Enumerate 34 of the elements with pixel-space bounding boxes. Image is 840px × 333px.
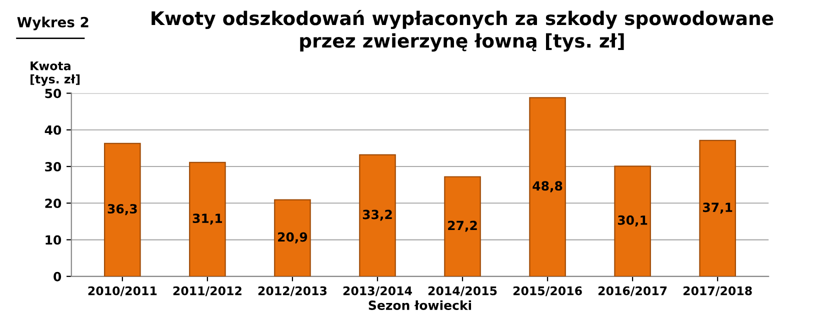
data-label: 31,1	[192, 214, 222, 225]
data-label: 36,3	[108, 204, 137, 216]
x-axis-title: Sezon łowiecki	[368, 300, 472, 310]
chart-title: Kwoty odszkodowań wypłaconych za szkody spowodowane przez zwierzynę łowną [tys. zł]	[152, 10, 774, 52]
x-tick-label: 2014/2015	[428, 286, 497, 296]
text: Wykres 2	[17, 16, 88, 30]
data-label: 20,9	[278, 232, 308, 244]
x-tick-label: 2011/2012	[173, 286, 242, 296]
x-tick-label: 2010/2011	[88, 286, 157, 296]
bar	[699, 140, 736, 276]
data-label: 48,8	[532, 181, 562, 192]
y-tick-label: 0	[54, 272, 62, 282]
bar	[614, 166, 651, 276]
x-tick-label: 2012/2013	[258, 286, 327, 296]
x-tick-label: 2017/2018	[684, 286, 752, 296]
bar	[359, 154, 396, 276]
y-tick-label: 40	[44, 125, 62, 135]
x-tick-label: 2013/2014	[343, 286, 412, 296]
bar	[529, 97, 566, 276]
x-tick-label: 2015/2016	[513, 286, 582, 296]
bar	[104, 142, 141, 276]
data-label: 27,2	[448, 220, 477, 232]
x-tick-label: 2016/2017	[598, 286, 667, 296]
bar	[444, 176, 481, 276]
data-label: 37,1	[703, 202, 732, 214]
bar	[274, 199, 311, 276]
y-tick-label: 50	[45, 88, 62, 98]
data-label: 33,2	[362, 210, 392, 221]
y-tick-label: 10	[46, 235, 62, 245]
y-tick-label: 30	[45, 162, 62, 172]
bar	[189, 162, 226, 276]
data-label: 30,1	[618, 215, 648, 226]
y-axis-title: Kwota [tys. zł]	[30, 62, 80, 86]
y-tick-label: 20	[45, 198, 62, 208]
